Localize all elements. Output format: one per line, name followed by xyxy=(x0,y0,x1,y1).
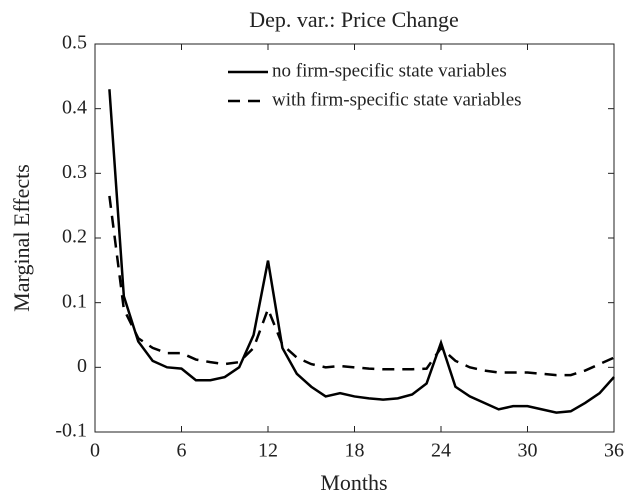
x-tick-label: 30 xyxy=(518,440,538,462)
y-tick-label: 0 xyxy=(77,355,87,377)
x-tick-label: 0 xyxy=(90,440,100,462)
x-tick-label: 36 xyxy=(604,440,624,462)
chart-title: Dep. var.: Price Change xyxy=(249,7,459,32)
x-tick-label: 18 xyxy=(345,440,365,462)
y-tick-label: 0.3 xyxy=(62,161,87,183)
y-tick-label: 0.1 xyxy=(62,290,87,312)
y-tick-label: 0.4 xyxy=(62,96,87,118)
series-line xyxy=(108,195,615,377)
x-tick-label: 12 xyxy=(258,440,278,462)
x-tick-label: 24 xyxy=(431,440,451,462)
y-tick-label: 0.5 xyxy=(62,32,87,54)
legend-label: no firm-specific state variables xyxy=(272,60,507,81)
y-tick-label: -0.1 xyxy=(55,420,87,442)
series-line xyxy=(108,89,615,414)
legend-label: with firm-specific state variables xyxy=(272,89,522,110)
y-axis-label: Marginal Effects xyxy=(9,164,34,312)
x-tick-label: 6 xyxy=(177,440,187,462)
y-tick-label: 0.2 xyxy=(62,226,87,248)
x-axis-label: Months xyxy=(320,470,387,495)
